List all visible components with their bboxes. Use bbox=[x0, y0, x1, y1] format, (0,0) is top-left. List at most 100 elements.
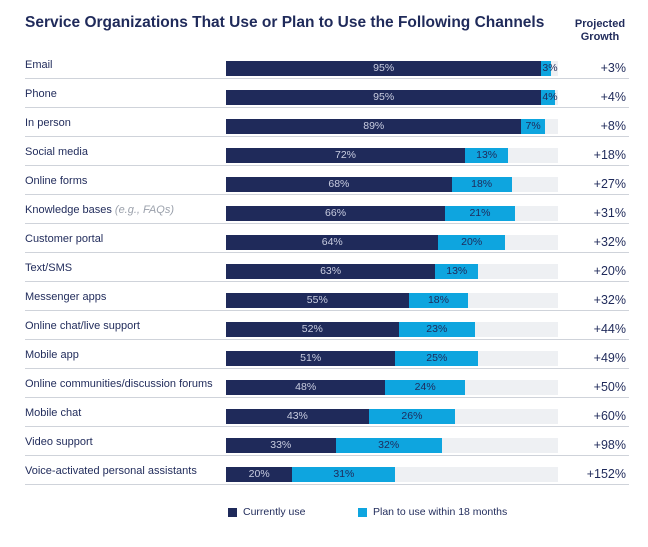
category-name: Messenger apps bbox=[25, 291, 107, 303]
bar-plan-to-use bbox=[335, 438, 442, 453]
bar-track: 95% 4% bbox=[226, 90, 558, 105]
projected-growth-value: +32% bbox=[593, 293, 626, 307]
projected-growth-value: +18% bbox=[593, 148, 626, 162]
value-label-plan-to-use: 26% bbox=[401, 410, 423, 422]
bar-track: 43% 26% bbox=[226, 409, 558, 424]
category-name: Email bbox=[25, 59, 53, 71]
bar-currently-use bbox=[226, 206, 446, 221]
bar-plan-to-use bbox=[385, 380, 466, 395]
bar-currently-use bbox=[226, 322, 399, 337]
bar-track: 55% 18% bbox=[226, 293, 558, 308]
value-label-currently-use: 63% bbox=[320, 265, 342, 277]
bar-track: 52% 23% bbox=[226, 322, 558, 337]
projected-growth-value: +31% bbox=[593, 206, 626, 220]
category-note: (e.g., FAQs) bbox=[111, 204, 174, 216]
bar-currently-use bbox=[226, 438, 336, 453]
bar-plan-to-use bbox=[292, 467, 396, 482]
category-name: Phone bbox=[25, 88, 57, 100]
legend-label-currently-use: Currently use bbox=[243, 506, 306, 518]
value-label-plan-to-use: 23% bbox=[426, 323, 448, 335]
value-label-plan-to-use: 32% bbox=[378, 439, 400, 451]
value-label-currently-use: 95% bbox=[373, 91, 395, 103]
row-divider bbox=[25, 397, 629, 398]
row-divider bbox=[25, 136, 629, 137]
bar-currently-use bbox=[226, 351, 396, 366]
bar-currently-use bbox=[226, 293, 409, 308]
bar-track: 72% 13% bbox=[226, 148, 558, 163]
row-label: Mobile chat bbox=[25, 407, 81, 420]
row-divider bbox=[25, 455, 629, 456]
bar-plan-to-use bbox=[521, 119, 545, 134]
bar-currently-use bbox=[226, 264, 436, 279]
bar-plan-to-use bbox=[395, 351, 479, 366]
growth-header-line-1: Projected bbox=[574, 18, 626, 30]
legend-swatch-currently-use bbox=[228, 507, 237, 517]
row-label: Email bbox=[25, 59, 53, 72]
bar-currently-use bbox=[226, 409, 369, 424]
bar-track: 89% 7% bbox=[226, 119, 558, 134]
category-name: Text/SMS bbox=[25, 262, 73, 274]
value-label-currently-use: 33% bbox=[270, 439, 292, 451]
value-label-currently-use: 43% bbox=[286, 410, 308, 422]
bar-track: 95% 3% bbox=[226, 61, 558, 76]
value-label-plan-to-use: 20% bbox=[461, 236, 483, 248]
projected-growth-value: +20% bbox=[593, 264, 626, 278]
bar-currently-use bbox=[226, 380, 386, 395]
bar-track: 20% 31% bbox=[226, 467, 558, 482]
row-label: Text/SMS bbox=[25, 262, 72, 275]
bar-plan-to-use bbox=[368, 409, 456, 424]
projected-growth-value: +32% bbox=[593, 235, 626, 249]
row-divider bbox=[25, 107, 629, 108]
value-label-plan-to-use: 13% bbox=[476, 149, 498, 161]
bar-plan-to-use bbox=[398, 322, 475, 337]
projected-growth-value: +60% bbox=[593, 409, 626, 423]
category-name: Social media bbox=[25, 146, 88, 158]
row-divider bbox=[25, 165, 629, 166]
value-label-plan-to-use: 3% bbox=[542, 62, 558, 74]
value-label-currently-use: 55% bbox=[306, 294, 328, 306]
projected-growth-value: +50% bbox=[593, 380, 626, 394]
bar-plan-to-use bbox=[445, 206, 515, 221]
category-name: Mobile app bbox=[25, 349, 79, 361]
row-divider bbox=[25, 426, 629, 427]
category-name: Online forms bbox=[25, 175, 88, 187]
row-divider bbox=[25, 339, 629, 340]
row-divider bbox=[25, 252, 629, 253]
projected-growth-header: Projected Growth bbox=[560, 18, 640, 44]
bar-track: 66% 21% bbox=[226, 206, 558, 221]
growth-header-line-2: Growth bbox=[580, 31, 620, 43]
projected-growth-value: +27% bbox=[593, 177, 626, 191]
value-label-plan-to-use: 24% bbox=[414, 381, 436, 393]
value-label-currently-use: 52% bbox=[301, 323, 323, 335]
legend-plan-to-use: Plan to use within 18 months bbox=[358, 506, 507, 518]
bar-plan-to-use bbox=[408, 293, 469, 308]
category-name: Online communities/discussion forums bbox=[25, 378, 213, 390]
value-label-currently-use: 20% bbox=[248, 468, 270, 480]
row-divider bbox=[25, 484, 629, 485]
row-divider bbox=[25, 310, 629, 311]
row-label: Video support bbox=[25, 436, 93, 449]
value-label-currently-use: 95% bbox=[373, 62, 395, 74]
bar-track: 63% 13% bbox=[226, 264, 558, 279]
value-label-plan-to-use: 4% bbox=[542, 91, 558, 103]
value-label-currently-use: 64% bbox=[321, 236, 343, 248]
category-name: Customer portal bbox=[25, 233, 104, 245]
projected-growth-value: +98% bbox=[593, 438, 626, 452]
row-divider bbox=[25, 281, 629, 282]
row-divider bbox=[25, 223, 629, 224]
row-label: Messenger apps bbox=[25, 291, 106, 304]
value-label-currently-use: 48% bbox=[295, 381, 317, 393]
value-label-currently-use: 51% bbox=[300, 352, 322, 364]
legend-swatch-plan-to-use bbox=[358, 507, 367, 517]
row-label: Customer portal bbox=[25, 233, 103, 246]
bar-currently-use bbox=[226, 61, 542, 76]
row-divider bbox=[25, 194, 629, 195]
value-label-plan-to-use: 31% bbox=[333, 468, 355, 480]
value-label-plan-to-use: 25% bbox=[426, 352, 448, 364]
row-label: Phone bbox=[25, 88, 57, 101]
bar-track: 51% 25% bbox=[226, 351, 558, 366]
bar-track: 68% 18% bbox=[226, 177, 558, 192]
row-label: Voice-activated personal assistants bbox=[25, 465, 197, 478]
projected-growth-value: +3% bbox=[600, 61, 626, 75]
row-label: Online chat/live support bbox=[25, 320, 140, 333]
